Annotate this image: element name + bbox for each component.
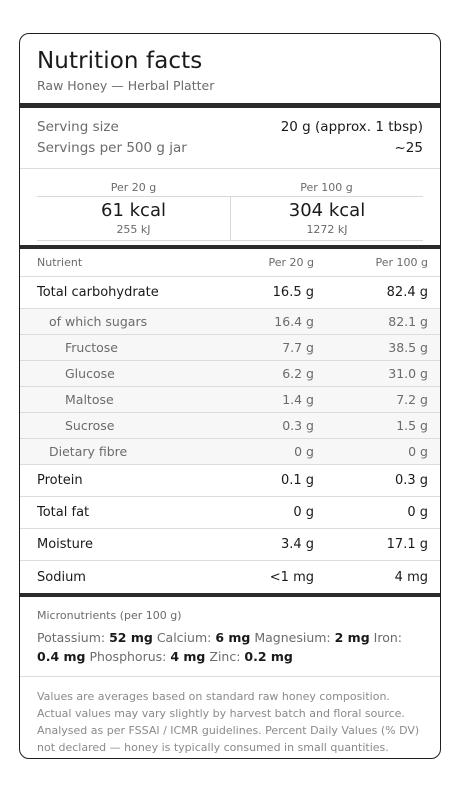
nutrient-per-serving: 3.4 g (280, 537, 314, 552)
nutrient-per-100g: 0 g (408, 444, 428, 459)
nutrient-per-serving: 7.7 g (282, 340, 314, 355)
energy-col-body: 61 kcal 255 kJ (37, 197, 230, 240)
micro-label: Potassium: (37, 630, 106, 645)
nutrient-per-100g: 1.5 g (396, 418, 428, 433)
micro-label: Calcium: (156, 630, 212, 645)
nutrient-per-100g: 31.0 g (388, 366, 428, 381)
nutrient-per-serving: 16.5 g (272, 285, 314, 300)
energy-section: Per 20 g 61 kcal 255 kJ Per 100 g 304 kc… (20, 169, 440, 245)
nutrient-per-100g: 0.3 g (394, 473, 428, 488)
micro-value: 52 mg (109, 630, 153, 645)
nutrient-row-sugars: of which sugars 16.4 g 82.1 g (20, 309, 440, 335)
serving-size-row: Serving size 20 g (approx. 1 tbsp) (37, 117, 423, 138)
energy-kj: 1272 kJ (306, 223, 348, 236)
servings-per-jar-row: Servings per 500 g jar ~25 (37, 138, 423, 159)
micronutrients-heading: Micronutrients (per 100 g) (37, 609, 182, 622)
nutrient-per-100g: 7.2 g (396, 392, 428, 407)
col-header-nutrient: Nutrient (37, 256, 83, 269)
energy-col-100g: Per 100 g 304 kcal 1272 kJ (230, 179, 423, 240)
nutrient-row-sucrose: Sucrose 0.3 g 1.5 g (20, 413, 440, 439)
nutrient-per-100g: 4 mg (394, 569, 428, 585)
nutrient-name: Fructose (65, 340, 118, 355)
nutrient-row-moisture: Moisture 3.4 g 17.1 g (20, 529, 440, 561)
serving-size-value: 20 g (approx. 1 tbsp) (280, 119, 423, 135)
nutrient-per-serving: 1.4 g (282, 392, 314, 407)
nutrient-table-header: Nutrient Per 20 g Per 100 g (20, 249, 440, 277)
nutrient-row-maltose: Maltose 1.4 g 7.2 g (20, 387, 440, 413)
nutrient-name: Sucrose (65, 418, 115, 433)
energy-col-header: Per 20 g (37, 179, 230, 197)
nutrient-name: Protein (37, 473, 83, 488)
nutrient-per-serving: 0 g (294, 444, 314, 459)
energy-grid: Per 20 g 61 kcal 255 kJ Per 100 g 304 kc… (37, 179, 423, 241)
nutrient-row-glucose: Glucose 6.2 g 31.0 g (20, 361, 440, 387)
divider-thick (20, 245, 440, 249)
energy-col-serving: Per 20 g 61 kcal 255 kJ (37, 179, 230, 240)
micro-value: 2 mg (334, 630, 370, 645)
micro-value: 4 mg (170, 649, 206, 664)
nutrient-per-serving: <1 mg (269, 569, 314, 585)
footnote: Values are averages based on standard ra… (37, 690, 420, 754)
nutrient-per-serving: 6.2 g (282, 366, 314, 381)
product-name: Raw Honey — Herbal Platter (37, 78, 215, 93)
micro-label: Zinc: (209, 649, 241, 664)
nutrient-per-100g: 82.4 g (386, 285, 428, 300)
nutrient-per-100g: 82.1 g (388, 314, 428, 329)
micro-value: 6 mg (215, 630, 251, 645)
nutrient-name: Moisture (37, 537, 93, 552)
serving-info: Serving size 20 g (approx. 1 tbsp) Servi… (20, 108, 440, 169)
micro-label: Iron: (373, 630, 402, 645)
nutrient-per-100g: 0 g (407, 505, 428, 520)
col-header-per-100g: Per 100 g (375, 256, 428, 269)
nutrient-row-protein: Protein 0.1 g 0.3 g (20, 465, 440, 497)
nutrient-name: Total fat (37, 505, 90, 520)
divider-thick (20, 103, 440, 108)
micronutrients-list: Potassium: 52 mg Calcium: 6 mg Magnesium… (37, 628, 423, 666)
micro-value: 0.2 mg (244, 649, 293, 664)
micro-label: Magnesium: (254, 630, 331, 645)
nutrient-per-serving: 0.1 g (280, 473, 314, 488)
nutrient-name: of which sugars (49, 314, 148, 329)
energy-kcal: 304 kcal (288, 200, 366, 221)
nutrient-per-serving: 0 g (293, 505, 314, 520)
nutrient-per-100g: 38.5 g (388, 340, 428, 355)
nutrient-per-100g: 17.1 g (386, 537, 428, 552)
nutrient-name: Dietary fibre (49, 444, 128, 459)
servings-per-jar-value: ~25 (394, 140, 424, 156)
nutrient-row-total-fat: Total fat 0 g 0 g (20, 497, 440, 529)
nutrient-name: Total carbohydrate (37, 285, 159, 300)
micro-label: Phosphorus: (89, 649, 167, 664)
nutrient-name: Maltose (65, 392, 114, 407)
nutrient-row-fructose: Fructose 7.7 g 38.5 g (20, 335, 440, 361)
energy-col-header: Per 100 g (230, 179, 423, 197)
nutrient-name: Sodium (37, 569, 86, 585)
micro-value: 0.4 mg (37, 649, 86, 664)
energy-col-body: 304 kcal 1272 kJ (230, 197, 423, 240)
energy-kj: 255 kJ (116, 223, 151, 236)
divider-thick (20, 593, 440, 597)
label-header: Nutrition facts Raw Honey — Herbal Platt… (20, 34, 440, 103)
page-title: Nutrition facts (37, 48, 203, 74)
nutrient-per-serving: 16.4 g (274, 314, 314, 329)
nutrient-row-total-carbohydrate: Total carbohydrate 16.5 g 82.4 g (20, 277, 440, 309)
energy-kcal: 61 kcal (101, 200, 166, 221)
nutrient-per-serving: 0.3 g (282, 418, 314, 433)
nutrient-row-dietary-fibre: Dietary fibre 0 g 0 g (20, 439, 440, 465)
nutrition-facts-card: Nutrition facts Raw Honey — Herbal Platt… (19, 33, 441, 759)
serving-size-label: Serving size (37, 119, 119, 135)
nutrient-name: Glucose (65, 366, 115, 381)
micronutrients-section: Micronutrients (per 100 g) Potassium: 52… (20, 597, 440, 677)
nutrient-row-sodium: Sodium <1 mg 4 mg (20, 561, 440, 593)
col-header-per-serving: Per 20 g (268, 256, 314, 269)
servings-per-jar-label: Servings per 500 g jar (37, 140, 187, 156)
